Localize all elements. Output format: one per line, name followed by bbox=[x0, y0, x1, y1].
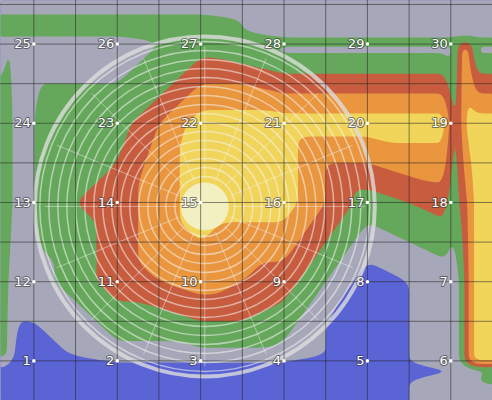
svg-text:7: 7 bbox=[440, 274, 448, 289]
svg-text:1: 1 bbox=[23, 353, 31, 368]
svg-text:2: 2 bbox=[106, 353, 114, 368]
svg-text:13: 13 bbox=[14, 195, 31, 210]
svg-text:10: 10 bbox=[181, 274, 198, 289]
svg-text:21: 21 bbox=[264, 115, 281, 130]
svg-text:17: 17 bbox=[348, 195, 365, 210]
svg-text:6: 6 bbox=[440, 353, 448, 368]
svg-text:23: 23 bbox=[98, 115, 115, 130]
svg-text:27: 27 bbox=[181, 36, 198, 51]
svg-text:3: 3 bbox=[189, 353, 197, 368]
svg-text:5: 5 bbox=[356, 353, 364, 368]
svg-text:25: 25 bbox=[14, 36, 31, 51]
svg-text:22: 22 bbox=[181, 115, 198, 130]
svg-text:15: 15 bbox=[181, 195, 198, 210]
svg-text:18: 18 bbox=[431, 195, 448, 210]
svg-text:20: 20 bbox=[348, 115, 365, 130]
svg-text:4: 4 bbox=[273, 353, 281, 368]
svg-text:19: 19 bbox=[431, 115, 448, 130]
svg-text:24: 24 bbox=[14, 115, 31, 130]
svg-text:28: 28 bbox=[264, 36, 281, 51]
svg-text:12: 12 bbox=[14, 274, 31, 289]
svg-text:16: 16 bbox=[264, 195, 281, 210]
svg-text:9: 9 bbox=[273, 274, 281, 289]
svg-text:8: 8 bbox=[356, 274, 364, 289]
svg-text:30: 30 bbox=[431, 36, 448, 51]
svg-text:11: 11 bbox=[98, 274, 115, 289]
svg-text:26: 26 bbox=[98, 36, 115, 51]
svg-text:29: 29 bbox=[348, 36, 365, 51]
svg-text:14: 14 bbox=[98, 195, 115, 210]
